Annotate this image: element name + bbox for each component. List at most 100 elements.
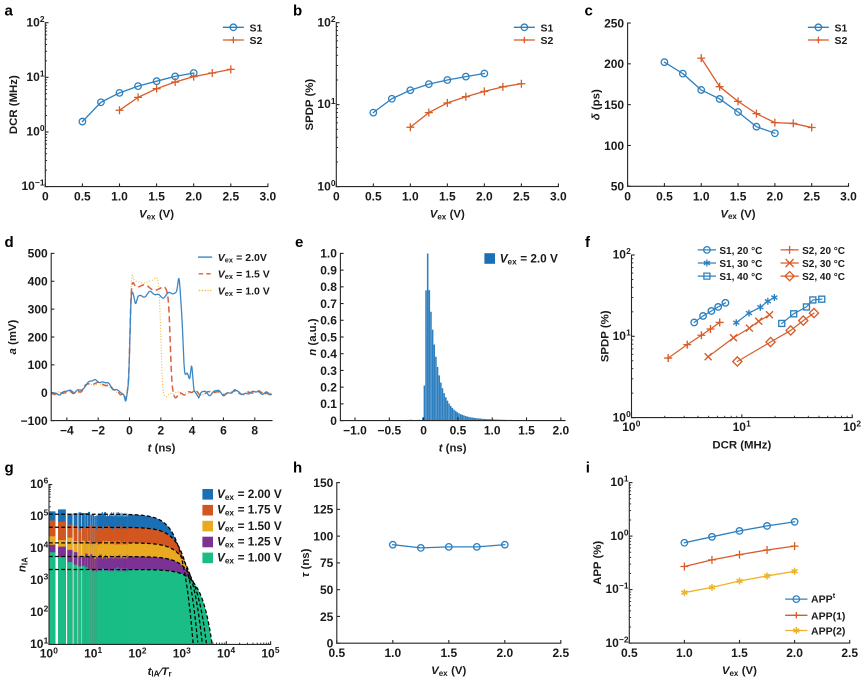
svg-text:1.0: 1.0 [676,646,693,660]
svg-text:S1, 30 °C: S1, 30 °C [719,259,762,270]
svg-text:1.5: 1.5 [730,189,747,203]
svg-text:S2: S2 [835,35,848,47]
svg-text:0.8: 0.8 [320,280,337,294]
svg-text:2.5: 2.5 [803,189,820,203]
svg-text:V e x: V e x ( V ) [720,204,755,223]
svg-text:0.5: 0.5 [328,646,345,660]
svg-text:h: h [293,459,302,476]
svg-text:t ( n: t ( n s ) [439,439,467,456]
svg-text:V e x =: V e x = 2 . 0 0 V [217,485,282,504]
svg-text:1 0 0: 1 0 0 [317,177,335,194]
svg-text:DCR (MHz): DCR (MHz) [712,440,771,452]
svg-text:200: 200 [604,57,624,71]
svg-text:0.2: 0.2 [320,381,337,395]
svg-text:1 0 −: 1 0 − 2 [606,629,629,650]
svg-text:2.5: 2.5 [552,646,569,660]
svg-text:−1.0: −1.0 [343,424,367,438]
svg-text:1 0 2: 1 0 2 [317,13,335,30]
svg-text:1 0 5: 1 0 5 [30,507,48,524]
svg-text:APP (%): APP (%) [592,541,604,585]
svg-text:V e x =: V e x = 2 . 0 V [500,249,558,268]
svg-text:1.0: 1.0 [484,424,501,438]
svg-text:S1: S1 [250,22,263,34]
svg-text:0: 0 [327,637,334,651]
svg-text:t T I A: t T I A r ⁄ [148,662,176,681]
svg-text:2.0: 2.0 [496,646,513,660]
svg-text:0: 0 [42,190,49,204]
svg-text:1 0 5: 1 0 5 [261,645,279,662]
svg-text:V e x: V e x ( V ) [430,205,465,224]
svg-text:1.5: 1.5 [518,424,535,438]
svg-text:1.0: 1.0 [402,190,419,204]
svg-text:0.5: 0.5 [74,190,91,204]
svg-text:3.0: 3.0 [550,190,567,204]
svg-text:S1: S1 [541,22,554,34]
svg-text:2.5: 2.5 [513,190,530,204]
svg-text:V e x =: V e x = 1 . 5 V [218,264,270,283]
svg-text:n I A: n I A [13,557,32,572]
svg-text:−100: −100 [21,414,48,428]
svg-text:t ( n: t ( n s ) [148,439,176,456]
svg-text:1 0 1: 1 0 1 [26,68,44,85]
svg-text:2.0: 2.0 [185,190,202,204]
svg-text:1 0 0: 1 0 0 [40,645,58,662]
svg-text:1 0 1: 1 0 1 [30,635,48,652]
svg-text:1 0 0: 1 0 0 [613,408,631,425]
svg-text:1 0 6: 1 0 6 [30,475,48,492]
svg-text:150: 150 [604,98,624,112]
svg-text:75: 75 [320,556,334,570]
svg-text:e: e [295,234,303,251]
svg-text:500: 500 [28,247,48,261]
svg-text:6: 6 [220,424,227,438]
svg-text:τ ( n: τ ( n s ) [296,548,313,577]
svg-text:S2: S2 [250,35,263,47]
svg-text:300: 300 [28,302,48,316]
svg-text:1 0 2: 1 0 2 [843,418,861,435]
svg-text:S2, 20 °C: S2, 20 °C [802,246,845,257]
svg-text:V e x: V e x ( V ) [431,661,466,680]
svg-text:S1: S1 [835,22,848,34]
svg-text:V e x =: V e x = 1 . 5 0 V [217,517,282,536]
svg-text:DCR (MHz): DCR (MHz) [8,75,20,134]
svg-text:100: 100 [313,529,333,543]
svg-text:c: c [585,3,593,20]
svg-text:200: 200 [28,330,48,344]
svg-text:V e x =: V e x = 1 . 2 5 V [217,533,282,552]
svg-text:−4: −4 [60,424,74,438]
svg-text:250: 250 [604,16,624,30]
svg-text:n ( a: n ( a . u . ) [303,318,320,356]
svg-text:APP(2): APP(2) [811,626,845,638]
svg-text:100: 100 [604,139,624,153]
svg-text:0.1: 0.1 [320,397,337,411]
svg-text:0.5: 0.5 [365,190,382,204]
svg-text:2.0: 2.0 [476,190,493,204]
svg-text:2.0: 2.0 [767,189,784,203]
svg-text:0.6: 0.6 [320,314,337,328]
svg-text:V e x =: V e x = 1 . 0 V [218,281,270,300]
svg-text:0: 0 [41,386,48,400]
svg-text:0.5: 0.5 [621,646,638,660]
svg-text:S2: S2 [541,35,554,47]
svg-text:1.5: 1.5 [731,646,748,660]
svg-text:400: 400 [28,275,48,289]
svg-text:1.0: 1.0 [111,190,128,204]
svg-text:1 0 −: 1 0 − 1 [22,173,45,194]
svg-text:a ( m: a ( m V ) [3,319,20,354]
svg-text:3.0: 3.0 [840,189,857,203]
svg-text:S2, 40 °C: S2, 40 °C [802,272,845,283]
svg-text:0.9: 0.9 [320,263,337,277]
svg-text:SPDP (%): SPDP (%) [599,310,611,362]
svg-text:0: 0 [420,424,427,438]
svg-text:1 0 3: 1 0 3 [173,645,191,662]
svg-text:1.5: 1.5 [440,646,457,660]
svg-text:2.5: 2.5 [841,646,858,660]
svg-text:150: 150 [313,476,333,490]
svg-text:1 0 2: 1 0 2 [613,246,631,263]
svg-text:0.5: 0.5 [656,189,673,203]
svg-text:f: f [585,234,591,251]
svg-text:δ ( p: δ ( p s ) [587,89,604,120]
svg-text:a: a [5,3,14,20]
svg-text:1 0 0: 1 0 0 [622,418,640,435]
svg-text:1 0 2: 1 0 2 [26,13,44,30]
svg-text:1 0 1: 1 0 1 [613,327,631,344]
